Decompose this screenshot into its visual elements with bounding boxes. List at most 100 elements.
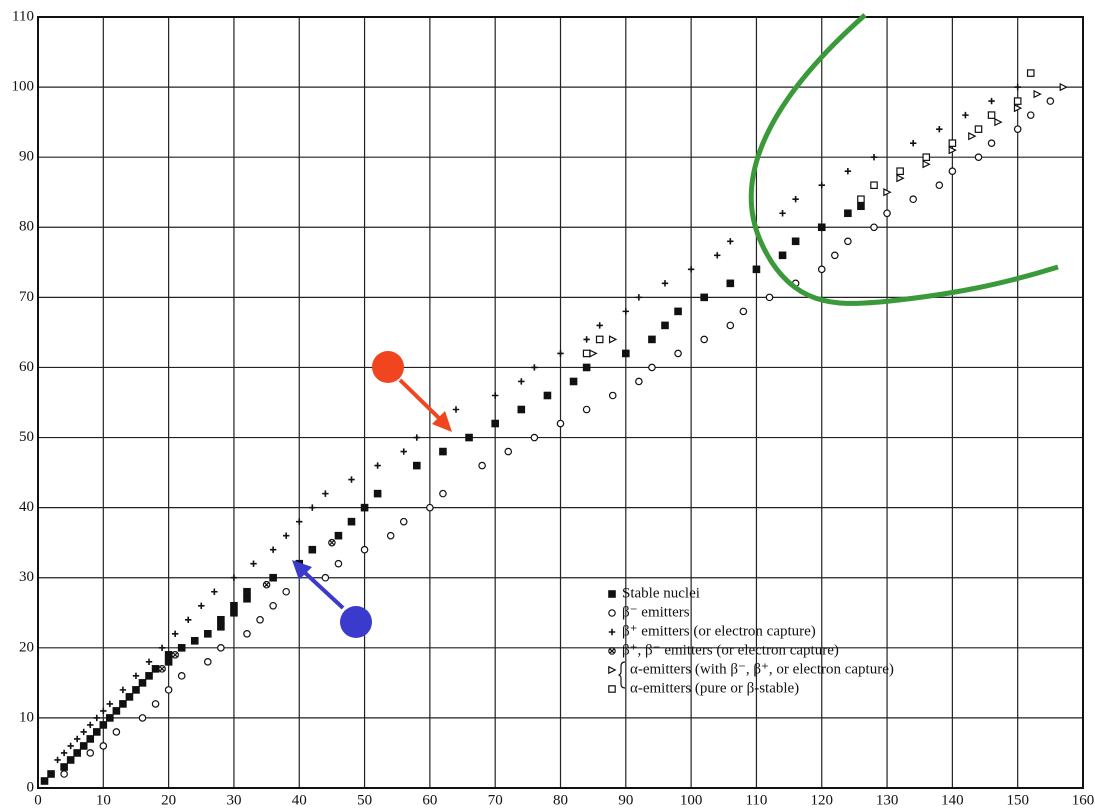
beta-plus: [374, 462, 381, 469]
stable-nucleus: [648, 335, 656, 344]
alpha-with-beta: [608, 665, 617, 675]
beta-plus: [171, 630, 179, 637]
alpha-pure: [974, 125, 983, 133]
marks: [40, 69, 1068, 785]
x-tick-label: 160: [1072, 792, 1095, 808]
y-tick-label: 40: [19, 499, 34, 515]
stable-nucleus: [700, 293, 708, 302]
stable-nucleus: [145, 672, 153, 680]
stable-nucleus: [132, 686, 140, 694]
beta-minus: [870, 223, 878, 232]
beta-minus: [765, 293, 774, 302]
beta-minus: [504, 447, 513, 456]
beta-minus: [556, 419, 565, 428]
x-tick-label: 100: [680, 792, 703, 808]
beta-plus: [622, 308, 630, 315]
stable-nucleus: [86, 735, 95, 743]
beta-minus: [399, 517, 408, 526]
y-tick-label: 20: [19, 639, 34, 655]
stable-nucleus: [40, 777, 49, 785]
beta-plus: [67, 742, 74, 750]
beta-plus: [60, 749, 68, 757]
beta-plus: [962, 111, 969, 119]
y-tick-label: 80: [19, 219, 34, 235]
alpha-pure: [582, 349, 591, 358]
beta-plus: [250, 560, 257, 567]
y-tick-label: 30: [19, 569, 34, 585]
blue-dot: [340, 606, 372, 638]
alpha-pure: [1013, 97, 1022, 105]
alpha-pure: [948, 139, 957, 147]
beta-plus: [158, 644, 166, 652]
x-tick-label: 120: [811, 792, 834, 808]
y-tick-label: 10: [19, 709, 34, 725]
plot-frame: [37, 16, 1084, 789]
stable-nucleus: [66, 756, 75, 764]
legend-label: α-emitters (pure or β-stable): [630, 680, 799, 696]
alpha-pure: [870, 181, 878, 190]
beta-plus: [779, 210, 786, 217]
alpha-pure: [857, 195, 865, 204]
beta-both: [262, 581, 271, 589]
stable-nucleus: [622, 349, 630, 358]
stable-nucleus: [465, 433, 473, 442]
beta-plus: [296, 518, 303, 525]
red-arrow: [398, 378, 445, 424]
beta-plus: [1014, 83, 1021, 91]
beta-minus: [739, 307, 748, 316]
legend-label: Stable nuclei: [622, 585, 700, 601]
beta-minus: [112, 728, 121, 736]
beta-minus: [478, 461, 486, 470]
beta-plus: [844, 168, 852, 175]
beta-minus: [439, 489, 447, 498]
grid: 0 10 20 30 40 50 60 70 80 90 100 110 120 130 140 150 160…: [12, 8, 1095, 808]
stable-nucleus: [726, 279, 735, 288]
stable-nucleus: [817, 223, 826, 232]
alpha-with-beta: [608, 335, 618, 344]
beta-minus: [909, 195, 917, 204]
beta-both: [171, 651, 179, 659]
blue-arrow: [300, 568, 345, 610]
y-tick-label: 60: [19, 359, 34, 375]
x-tick-label: 30: [226, 792, 241, 808]
alpha-with-beta: [883, 188, 892, 197]
beta-minus: [817, 265, 826, 274]
beta-plus: [269, 546, 277, 553]
x-tick-label: 20: [161, 792, 176, 808]
y-tick-label: 50: [19, 429, 34, 445]
x-tick-label: 80: [553, 792, 568, 808]
stable-nucleus: [569, 377, 578, 386]
stable-nucleus: [164, 651, 173, 659]
stable-nucleus: [752, 265, 761, 274]
stable-nucleus: [844, 209, 852, 218]
beta-minus: [674, 349, 682, 358]
alpha-pure: [896, 167, 904, 176]
stable-nucleus: [177, 644, 186, 652]
stable-nucleus: [347, 517, 356, 526]
red-dot: [372, 351, 404, 383]
stable-nucleus: [204, 629, 212, 638]
beta-plus: [322, 490, 329, 497]
y-tick-label: 90: [19, 149, 34, 165]
x-tick-label: 0: [34, 792, 42, 808]
beta-minus: [321, 573, 330, 582]
legend-label: β⁻ emitters: [622, 604, 690, 620]
stable-nucleus: [778, 251, 787, 260]
beta-minus: [1046, 97, 1055, 105]
alpha-pure: [595, 335, 604, 344]
beta-minus: [99, 742, 108, 750]
beta-plus: [792, 196, 799, 203]
stable-nucleus: [661, 321, 669, 330]
beta-minus: [256, 615, 264, 624]
x-tick-label: 140: [941, 792, 964, 808]
stable-nucleus: [99, 721, 108, 729]
alpha-pure: [608, 685, 616, 693]
stable-nucleus: [413, 461, 421, 470]
alpha-with-beta: [1033, 89, 1042, 99]
beta-minus: [700, 335, 708, 344]
beta-plus: [583, 336, 590, 343]
stable-nucleus: [79, 742, 88, 750]
y-tick-label: 0: [27, 779, 35, 795]
